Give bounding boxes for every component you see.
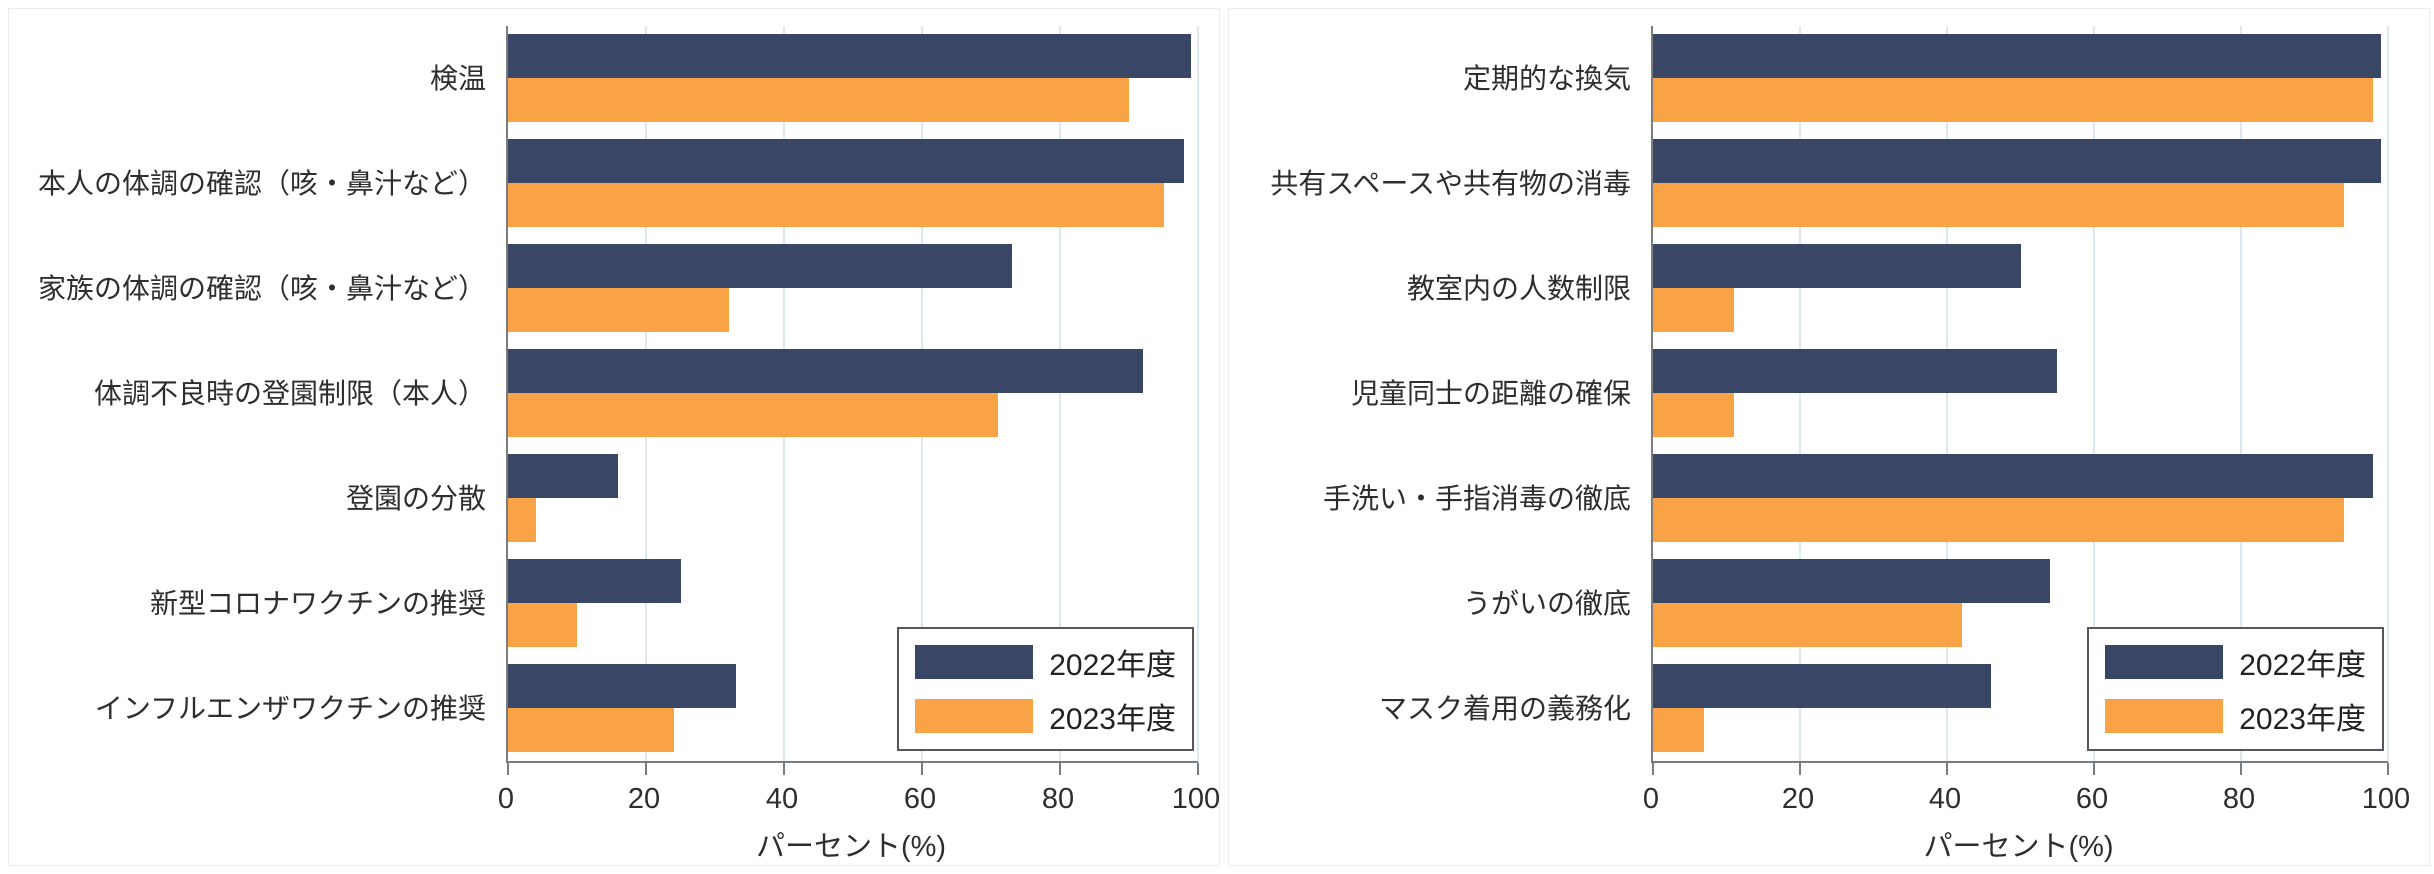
bar-2022 (508, 34, 1192, 78)
x-tick-label: 20 (627, 783, 661, 815)
legend-label-2023: 2023年度 (2239, 703, 2366, 736)
x-tick-mark (645, 763, 647, 775)
grid-line (1946, 26, 1948, 761)
bar-2023 (1653, 78, 2374, 122)
bar-2023 (508, 183, 1164, 227)
category-label: マスク着用の義務化 (1378, 692, 1631, 724)
bar-2022 (1653, 34, 2381, 78)
legend-label-2022: 2022年度 (1049, 649, 1176, 682)
category-label: 体調不良時の登園制限（本人） (93, 377, 486, 409)
bar-2022 (508, 664, 736, 708)
category-label: インフルエンザワクチンの推奨 (94, 692, 486, 724)
category-labels-column: 定期的な換気共有スペースや共有物の消毒教室内の人数制限児童同士の距離の確保手洗い… (1229, 26, 1643, 761)
grid-line (1799, 26, 1801, 761)
x-tick-label: 100 (1171, 783, 1221, 815)
category-label: うがいの徹底 (1462, 587, 1631, 619)
x-tick-mark (1946, 763, 1948, 775)
legend: 2022年度 2023年度 (897, 627, 1194, 751)
x-axis-title: パーセント(%) (1923, 831, 2114, 863)
x-axis-ticks: 0 20 40 60 80 100 (498, 783, 1220, 823)
x-tick-mark (921, 763, 923, 775)
x-tick-label: 100 (2361, 783, 2411, 815)
bar-2022 (1653, 139, 2381, 183)
x-tick-mark (507, 763, 509, 775)
grid-line (1197, 26, 1199, 761)
plot-area: 2022年度 2023年度 (1651, 26, 2389, 775)
bar-2023 (508, 393, 998, 437)
bar-2022 (508, 559, 681, 603)
legend-swatch-2023 (915, 699, 1034, 733)
category-label: 新型コロナワクチンの推奨 (149, 587, 486, 619)
category-label: 検温 (429, 62, 486, 94)
x-tick-label: 0 (1642, 783, 1660, 815)
bar-2022 (508, 349, 1143, 393)
x-tick-label: 80 (1041, 783, 1075, 815)
bar-2023 (508, 708, 674, 752)
bar-2023 (508, 288, 729, 332)
x-tick-mark (1799, 763, 1801, 775)
legend-entry-2022: 2022年度 (2105, 640, 2366, 684)
x-tick-mark (2387, 763, 2389, 775)
grid-line (1059, 26, 1061, 761)
bar-2023 (1653, 183, 2344, 227)
bar-2023 (1653, 603, 1962, 647)
category-label: 家族の体調の確認（咳・鼻汁など） (37, 272, 486, 304)
x-tick-mark (1652, 763, 1654, 775)
grid-line (2240, 26, 2242, 761)
x-tick-label: 80 (2222, 783, 2256, 815)
bar-2022 (1653, 349, 2058, 393)
x-tick-label: 60 (2075, 783, 2109, 815)
bar-2022 (508, 244, 1012, 288)
bar-2022 (1653, 454, 2374, 498)
legend: 2022年度 2023年度 (2087, 627, 2384, 751)
category-labels-column: 検温本人の体調の確認（咳・鼻汁など） 家族の体調の確認（咳・鼻汁など） 体調不良時の… (9, 26, 498, 761)
x-tick-mark (783, 763, 785, 775)
category-label: 教室内の人数制限 (1406, 272, 1631, 304)
bar-2023 (1653, 708, 1705, 752)
legend-entry-2023: 2023年度 (915, 694, 1176, 738)
category-label: 本人の体調の確認（咳・鼻汁など） (37, 167, 486, 199)
category-label: 定期的な換気 (1462, 62, 1631, 94)
legend-entry-2023: 2023年度 (2105, 694, 2366, 738)
category-label: 共有スペースや共有物の消毒 (1270, 167, 1631, 199)
legend-label-2023: 2023年度 (1049, 703, 1176, 736)
bar-2022 (1653, 664, 1992, 708)
bar-2022 (508, 454, 619, 498)
x-tick-mark (1197, 763, 1199, 775)
x-tick-label: 0 (497, 783, 515, 815)
bar-2022 (508, 139, 1185, 183)
x-tick-mark (2240, 763, 2242, 775)
grid-line (2387, 26, 2389, 761)
legend-entry-2022: 2022年度 (915, 640, 1176, 684)
x-tick-label: 60 (903, 783, 937, 815)
bar-2023 (1653, 393, 1734, 437)
chart-left: 検温本人の体調の確認（咳・鼻汁など） 家族の体調の確認（咳・鼻汁など） 体調不良時の… (8, 8, 1220, 866)
bar-2022 (1653, 244, 2021, 288)
legend-swatch-2023 (2105, 699, 2224, 733)
category-label: 登園の分散 (345, 482, 486, 514)
x-axis-title: パーセント(%) (755, 831, 947, 863)
legend-label-2022: 2022年度 (2239, 649, 2366, 682)
category-label: 手洗い・手指消毒の徹底 (1322, 482, 1631, 514)
grid-line (2093, 26, 2095, 761)
x-axis-ticks: 0 20 40 60 80 100 (1643, 783, 2410, 823)
bar-2023 (508, 498, 536, 542)
bar-2022 (1653, 559, 2050, 603)
x-tick-label: 20 (1781, 783, 1815, 815)
bar-2023 (508, 603, 577, 647)
plot-area: 2022年度 2023年度 (506, 26, 1199, 775)
bar-2023 (1653, 288, 1734, 332)
x-tick-mark (1059, 763, 1061, 775)
bar-2023 (1653, 498, 2344, 542)
x-tick-label: 40 (765, 783, 799, 815)
x-tick-mark (2093, 763, 2095, 775)
category-label: 児童同士の距離の確保 (1350, 377, 1631, 409)
bar-2023 (508, 78, 1129, 122)
legend-swatch-2022 (2105, 645, 2224, 679)
legend-swatch-2022 (915, 645, 1034, 679)
x-tick-label: 40 (1928, 783, 1962, 815)
chart-right: 定期的な換気共有スペースや共有物の消毒教室内の人数制限児童同士の距離の確保手洗い… (1228, 8, 2430, 866)
